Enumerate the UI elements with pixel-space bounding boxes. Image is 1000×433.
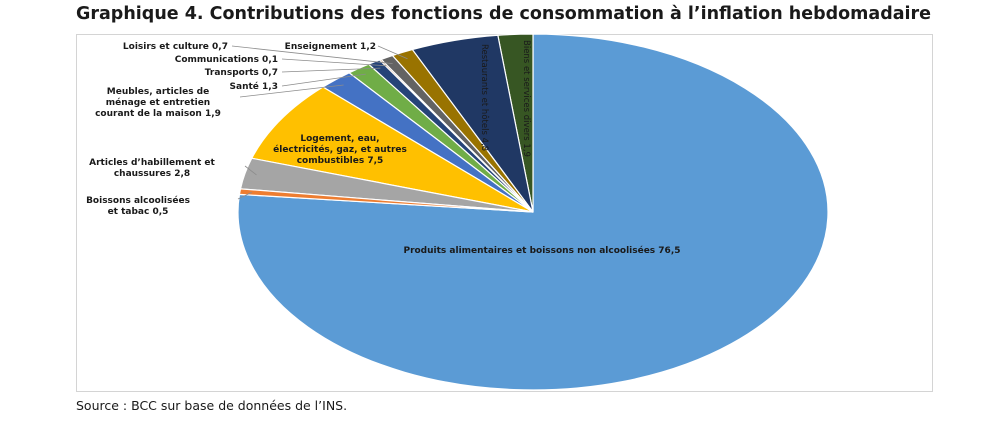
leader-line xyxy=(244,165,257,176)
leader-line xyxy=(231,45,393,64)
leader-line xyxy=(281,58,387,67)
pie-slice xyxy=(237,33,829,391)
slice-label: Restaurants et hôtels 4,8 xyxy=(479,44,490,151)
pie-slice xyxy=(250,86,534,213)
slice-label: Transports 0,7 xyxy=(205,68,278,78)
slice-label: et tabac 0,5 xyxy=(108,207,169,217)
slice-label: Logement, eau, xyxy=(300,134,379,144)
slice-label: courant de la maison 1,9 xyxy=(95,109,221,119)
slice-label: ménage et entretien xyxy=(106,97,210,108)
slice-label: Boissons alcoolisées xyxy=(86,195,190,206)
slice-label: électricités, gaz, et autres xyxy=(273,144,407,155)
slice-label: chaussures 2,8 xyxy=(114,169,190,179)
source-note: Source : BCC sur base de données de l’IN… xyxy=(76,398,348,413)
slice-label: combustibles 7,5 xyxy=(297,156,384,166)
slice-label: Communications 0,1 xyxy=(175,55,278,65)
slice-label: Enseignement 1,2 xyxy=(285,42,376,52)
slice-label: Meubles, articles de xyxy=(107,87,209,97)
pie-slice xyxy=(238,188,534,213)
chart-title: Graphique 4. Contributions des fonctions… xyxy=(76,4,932,24)
slice-label: Santé 1,3 xyxy=(230,81,278,92)
leader-line xyxy=(281,67,381,73)
slice-label: Articles d’habillement et xyxy=(89,158,215,168)
slice-label: Biens et services divers 1,9 xyxy=(521,40,531,157)
slice-label: Produits alimentaires et boissons non al… xyxy=(403,245,680,256)
leader-line xyxy=(281,73,366,87)
leader-line xyxy=(237,192,252,200)
leader-line xyxy=(239,84,344,98)
slice-label: Loisirs et culture 0,7 xyxy=(123,42,228,52)
leader-line xyxy=(377,45,408,60)
